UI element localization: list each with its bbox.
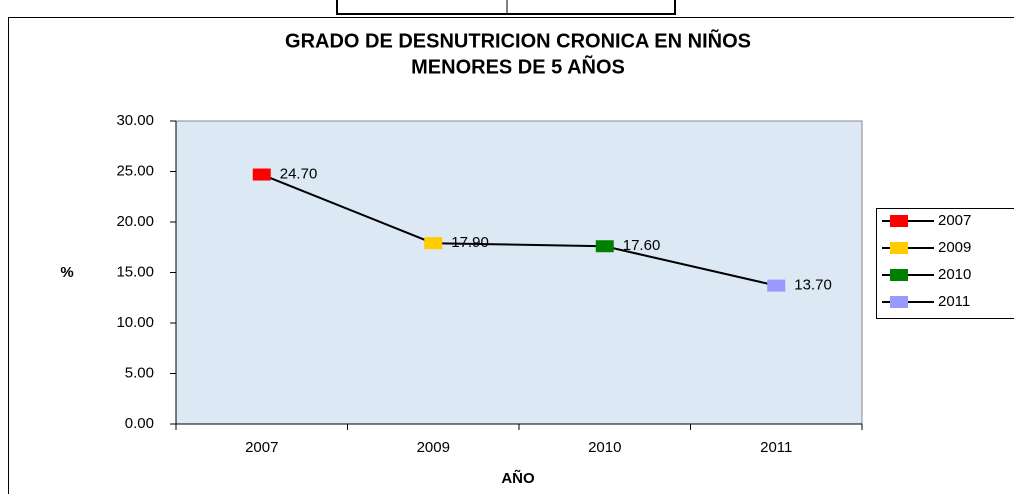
y-tick-label: 0.00 (125, 415, 154, 432)
legend-label: 2011 (938, 293, 970, 310)
marker (595, 240, 614, 253)
legend-label: 2007 (938, 212, 971, 229)
y-tick-label: 10.00 (116, 314, 154, 331)
chart-title: MENORES DE 5 AÑOS (411, 55, 625, 78)
data-label: 24.70 (280, 165, 318, 182)
legend-swatch (890, 215, 908, 227)
line (261, 173, 777, 287)
data-label: 17.90 (451, 234, 489, 251)
chart-title: GRADO DE DESNUTRICION CRONICA EN NIÑOS (285, 29, 751, 52)
y-tick-label: 15.00 (116, 263, 154, 280)
legend-swatch (890, 242, 908, 254)
data-label: 17.60 (623, 237, 661, 254)
chart-frame (8, 17, 1014, 494)
x-tick-label: 2007 (245, 439, 278, 456)
x-tick-label: 2011 (760, 439, 792, 456)
y-tick-label: 25.00 (116, 162, 154, 179)
x-axis-title: AÑO (501, 469, 535, 487)
marker (767, 279, 786, 292)
y-tick-label: 20.00 (116, 213, 154, 230)
table-fragment (336, 0, 676, 15)
y-tick-label: 5.00 (125, 364, 154, 381)
legend-label: 2009 (938, 239, 971, 256)
marker (424, 237, 443, 250)
x-tick-label: 2009 (417, 439, 450, 456)
plot-area (175, 120, 863, 425)
y-axis-title: % (60, 264, 73, 281)
y-tick-label: 30.00 (116, 112, 154, 129)
marker (252, 168, 271, 181)
legend-swatch (890, 296, 908, 308)
legend-label: 2010 (938, 266, 971, 283)
data-label: 13.70 (794, 277, 832, 294)
x-tick-label: 2010 (588, 439, 621, 456)
legend-swatch (890, 269, 908, 281)
